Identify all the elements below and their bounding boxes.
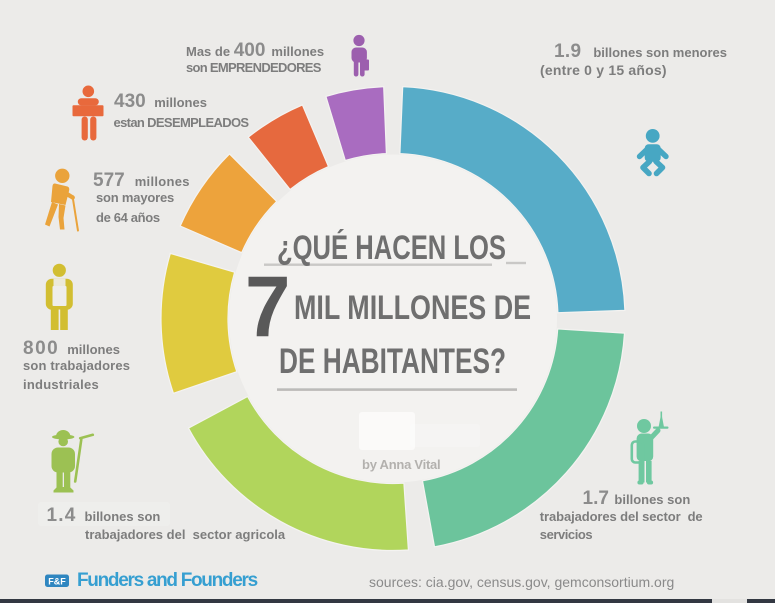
svg-text:F&F: F&F bbox=[48, 576, 66, 586]
